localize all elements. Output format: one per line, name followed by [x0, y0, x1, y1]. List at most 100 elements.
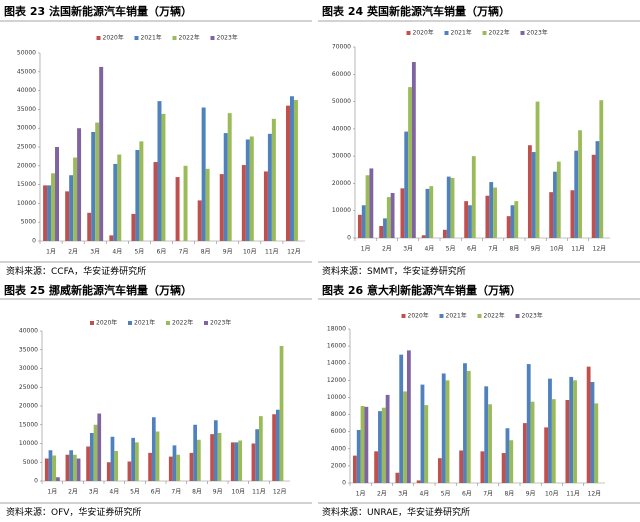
bar [357, 214, 362, 238]
bar [485, 195, 490, 238]
bar [356, 429, 361, 483]
bar [275, 409, 280, 481]
bar [56, 477, 60, 481]
y-tick-label: 18000 [327, 326, 346, 333]
bar [570, 190, 575, 238]
bar [73, 157, 78, 241]
x-tick-label: 4月 [419, 491, 429, 498]
x-tick-label: 5月 [134, 249, 144, 256]
y-tick-label: 30000 [19, 365, 38, 372]
bar [263, 171, 268, 241]
y-tick-label: 12000 [327, 377, 346, 384]
bar [549, 192, 554, 238]
source-note: 资料来源：UNRAE，华安证券研究所 [322, 506, 470, 518]
x-tick-label: 12月 [287, 249, 301, 256]
bar [594, 403, 599, 483]
x-tick-label: 6月 [151, 489, 161, 496]
bar [505, 428, 510, 483]
bar [73, 454, 77, 481]
y-tick-label: 50000 [332, 98, 351, 105]
source-note: 资料来源：CCFA，华安证券研究所 [6, 265, 146, 277]
legend-swatch [515, 314, 520, 318]
bar [219, 174, 224, 241]
bar [535, 101, 540, 238]
bar [213, 420, 218, 481]
bar [271, 118, 276, 241]
x-tick-label: 7月 [483, 491, 493, 498]
bar [65, 191, 70, 241]
bar [91, 131, 96, 241]
x-tick-label: 1月 [46, 249, 56, 256]
bar [97, 413, 102, 481]
bar [591, 154, 596, 238]
bar [272, 414, 276, 481]
bar [531, 152, 536, 238]
x-tick-label: 10月 [232, 489, 246, 496]
y-tick-label: 8000 [331, 411, 346, 418]
bar [403, 391, 407, 483]
bar [44, 458, 49, 481]
y-tick-label: 60000 [332, 71, 351, 78]
bar [176, 454, 181, 481]
bar [446, 176, 451, 238]
x-tick-label: 11月 [566, 491, 580, 498]
bar [450, 177, 455, 238]
x-tick-label: 9月 [223, 249, 233, 256]
bar [86, 446, 90, 481]
legend-swatch [96, 36, 101, 40]
x-tick-label: 5月 [130, 489, 140, 496]
bar [586, 366, 591, 483]
bar [210, 434, 214, 481]
x-tick-label: 8月 [192, 489, 202, 496]
x-tick-label: 12月 [273, 489, 287, 496]
bar [459, 450, 464, 483]
x-tick-label: 9月 [531, 246, 541, 253]
x-tick-label: 7月 [488, 246, 498, 253]
bar [420, 384, 425, 483]
x-tick-label: 8月 [201, 249, 211, 256]
bar [425, 188, 430, 238]
bar [551, 399, 556, 483]
legend-swatch [520, 31, 525, 35]
legend-label: 2023年 [522, 312, 543, 320]
legend-label: 2022年 [484, 312, 505, 320]
bar [148, 452, 152, 481]
bar [530, 401, 535, 483]
y-tick-label: 0 [347, 235, 351, 242]
bar [286, 105, 290, 241]
y-tick-label: 30000 [17, 125, 36, 132]
x-tick-label: 11月 [571, 246, 585, 253]
legend-swatch [210, 36, 215, 40]
x-tick-label: 1月 [356, 491, 366, 498]
x-tick-label: 3月 [398, 491, 408, 498]
y-tick-label: 6000 [331, 428, 346, 435]
bar [95, 122, 100, 241]
bar [365, 175, 370, 238]
bar [578, 130, 582, 238]
bar [289, 96, 294, 242]
bar [293, 100, 298, 241]
bar [193, 424, 197, 481]
bar [89, 433, 94, 481]
bar [114, 451, 119, 481]
y-tick-label: 45000 [17, 68, 36, 75]
x-tick-label: 2月 [377, 491, 387, 498]
legend-swatch [439, 314, 444, 318]
y-tick-label: 70000 [332, 44, 351, 51]
x-tick-label: 5月 [441, 491, 451, 498]
bar [238, 440, 243, 481]
bar [155, 431, 160, 481]
bar [168, 456, 173, 481]
bar [404, 131, 409, 238]
y-tick-label: 15000 [19, 421, 38, 428]
bar [464, 201, 469, 238]
y-tick-label: 5000 [21, 219, 36, 226]
bar [189, 452, 194, 481]
bar [595, 141, 600, 238]
bar [437, 458, 442, 483]
bar [153, 162, 158, 241]
x-tick-label: 6月 [157, 249, 167, 256]
source-note: 资料来源：SMMT，华安证券研究所 [322, 265, 466, 277]
bar [217, 433, 222, 481]
bar [369, 168, 374, 238]
